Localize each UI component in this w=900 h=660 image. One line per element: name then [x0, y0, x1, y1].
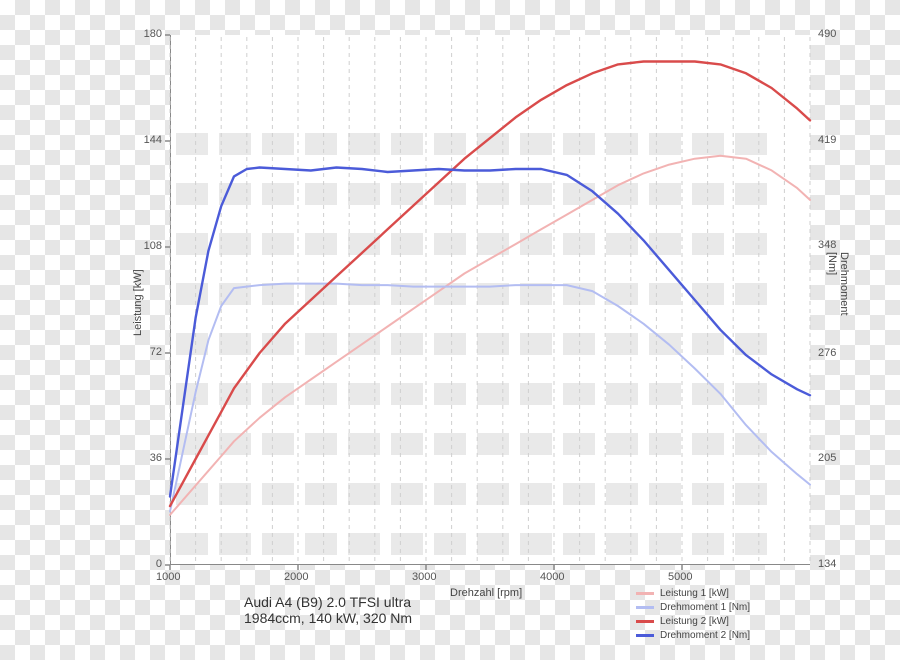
- legend-label: Leistung 1 [kW]: [660, 588, 729, 599]
- yright-tick-label: 276: [818, 347, 836, 359]
- legend-swatch: [636, 606, 654, 609]
- series-drehmoment-1: [170, 284, 810, 512]
- legend-item: Leistung 1 [kW]: [636, 586, 750, 600]
- x-tick-label: 2000: [284, 571, 308, 583]
- legend-swatch: [636, 634, 654, 637]
- yleft-axis-label: Leistung [kW]: [132, 269, 144, 336]
- yright-tick-label: 134: [818, 558, 836, 570]
- x-tick-label: 4000: [540, 571, 564, 583]
- legend-item: Leistung 2 [kW]: [636, 614, 750, 628]
- legend-swatch: [636, 620, 654, 623]
- yleft-tick-label: 144: [144, 134, 162, 146]
- yright-axis-label: Drehmoment [Nm]: [826, 252, 850, 316]
- x-tick-label: 3000: [412, 571, 436, 583]
- legend-item: Drehmoment 1 [Nm]: [636, 600, 750, 614]
- x-tick-label: 5000: [668, 571, 692, 583]
- x-tick-label: 1000: [156, 571, 180, 583]
- legend-swatch: [636, 592, 654, 595]
- series-drehmoment-2: [170, 168, 810, 497]
- chart-canvas: 0 36 72 108 144 180 134 205 276 348 419 490 1000 20…: [0, 0, 900, 660]
- yright-tick-label: 490: [818, 28, 836, 40]
- yleft-tick-label: 180: [144, 28, 162, 40]
- subtitle-line-2: 1984ccm, 140 kW, 320 Nm: [244, 610, 412, 626]
- legend: Leistung 1 [kW] Drehmoment 1 [Nm] Leistung…: [636, 586, 750, 642]
- series-leistung-1: [170, 156, 810, 515]
- yleft-tick-label: 0: [156, 558, 162, 570]
- yleft-tick-label: 36: [150, 452, 162, 464]
- legend-label: Leistung 2 [kW]: [660, 616, 729, 627]
- legend-label: Drehmoment 1 [Nm]: [660, 602, 750, 613]
- yleft-tick-label: 72: [150, 346, 162, 358]
- yright-tick-label: 205: [818, 452, 836, 464]
- yright-tick-label: 419: [818, 134, 836, 146]
- yleft-tick-label: 108: [144, 240, 162, 252]
- subtitle-line-1: Audi A4 (B9) 2.0 TFSI ultra: [244, 594, 412, 610]
- x-axis-label: Drehzahl [rpm]: [450, 587, 522, 599]
- legend-label: Drehmoment 2 [Nm]: [660, 630, 750, 641]
- legend-item: Drehmoment 2 [Nm]: [636, 628, 750, 642]
- yright-tick-label: 348: [818, 239, 836, 251]
- chart-subtitle: Audi A4 (B9) 2.0 TFSI ultra 1984ccm, 140…: [244, 594, 412, 626]
